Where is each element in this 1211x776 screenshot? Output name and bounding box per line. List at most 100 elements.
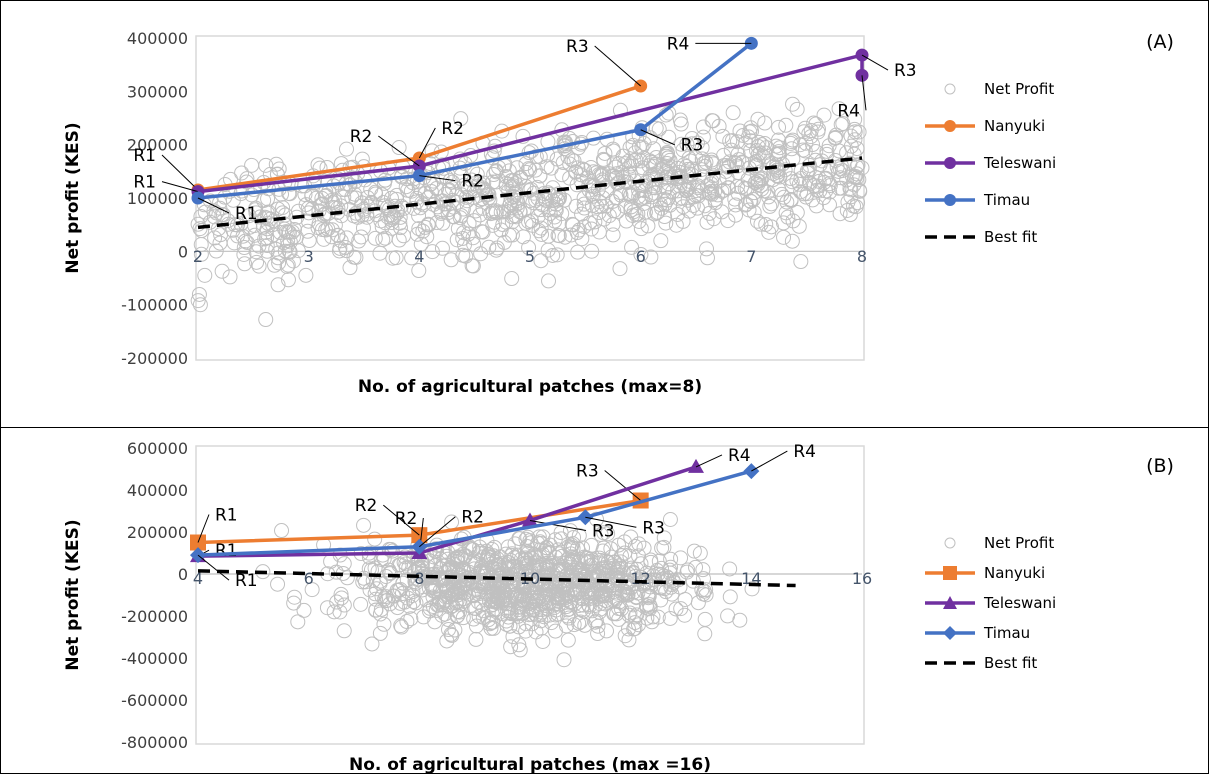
scatter-point [348, 190, 364, 206]
scatter-point [443, 252, 459, 268]
scatter-point [753, 216, 769, 232]
scatter-point [556, 652, 572, 668]
point-annotation: R4 [837, 101, 860, 121]
scatter-point [396, 228, 412, 244]
scatter-point [375, 232, 391, 248]
scatter-point [576, 190, 592, 206]
scatter-point [209, 205, 225, 221]
scatter-point [634, 190, 650, 206]
scatter-point [488, 174, 504, 190]
scatter-point [742, 143, 758, 159]
scatter-point [805, 192, 821, 208]
scatter-point [636, 583, 652, 599]
scatter-point [333, 208, 349, 224]
scatter-point [738, 196, 754, 212]
scatter-point [591, 224, 607, 240]
scatter-point [398, 560, 414, 576]
scatter-point [594, 168, 610, 184]
scatter-point [304, 582, 320, 598]
scatter-point [251, 258, 267, 274]
scatter-point [460, 181, 476, 197]
scatter-point [846, 146, 862, 162]
scatter-point [192, 221, 208, 237]
scatter-point [518, 561, 534, 577]
scatter-point [611, 175, 627, 191]
scatter-point [564, 565, 580, 581]
legend-item: Best fit [925, 228, 1037, 246]
scatter-point [444, 514, 460, 530]
scatter-point [590, 626, 606, 642]
point-annotation: R4 [728, 446, 751, 466]
scatter-point [484, 541, 500, 557]
scatter-point [572, 614, 588, 630]
point-annotation: R4 [667, 34, 690, 54]
scatter-point [438, 589, 454, 605]
scatter-point [793, 184, 809, 200]
series-teleswani: R1 R2 R3 R4 [133, 48, 917, 199]
scatter-point [636, 540, 652, 556]
scatter-point [465, 258, 481, 274]
scatter-point [368, 591, 384, 607]
scatter-point [750, 173, 766, 189]
scatter-point [591, 205, 607, 221]
scatter-point [374, 588, 390, 604]
scatter-point [645, 167, 661, 183]
scatter-point [720, 213, 736, 229]
scatter-point [546, 567, 562, 583]
scatter-point [808, 152, 824, 168]
scatter-point [757, 115, 773, 131]
scatter-point [193, 246, 209, 262]
annotation-leader [161, 181, 199, 193]
scatter-point [506, 189, 522, 205]
scatter-point [464, 172, 480, 188]
scatter-point [611, 156, 627, 172]
scatter-point [585, 186, 601, 202]
scatter-point [662, 161, 678, 177]
scatter-point [369, 581, 385, 597]
scatter-point [334, 590, 350, 606]
scatter-point [271, 255, 287, 271]
scatter-point [680, 192, 696, 208]
scatter-point [501, 582, 517, 598]
scatter-point [311, 203, 327, 219]
legend-label: Best fit [984, 228, 1037, 246]
scatter-point [425, 599, 441, 615]
legend-marker [944, 120, 956, 132]
legend-item: Net Profit [944, 534, 1054, 552]
scatter-point [596, 152, 612, 168]
scatter-point [424, 569, 440, 585]
scatter-point [251, 238, 267, 254]
annotation-leader [197, 514, 210, 543]
scatter-point [551, 228, 567, 244]
scatter-point [399, 614, 415, 630]
scatter-point [442, 599, 458, 615]
scatter-point [351, 233, 367, 249]
legend-marker [944, 194, 956, 206]
scatter-point [659, 144, 675, 160]
scatter-point [819, 143, 835, 159]
annotation-leader [594, 45, 641, 87]
scatter-point [576, 549, 592, 565]
scatter-point [545, 598, 561, 614]
scatter-point [510, 602, 526, 618]
scatter-point [816, 107, 832, 123]
scatter-point [191, 286, 207, 302]
panel-divider [0, 427, 1209, 428]
scatter-point [270, 576, 286, 592]
annotation-leader [751, 450, 788, 472]
scatter-point [515, 128, 531, 144]
legend-item: Net Profit [944, 80, 1054, 98]
scatter-point [563, 227, 579, 243]
scatter-point [725, 105, 741, 121]
scatter-point [776, 229, 792, 245]
scatter-point [378, 589, 394, 605]
scatter-point [574, 206, 590, 222]
scatter-point [192, 297, 208, 313]
scatter-point [735, 127, 751, 143]
scatter-point [722, 561, 738, 577]
scatter-point [850, 157, 866, 173]
annotation-leader [161, 154, 199, 191]
scatter-point [761, 224, 777, 240]
x-tick-label: 4 [414, 247, 424, 266]
legend-item: Timau [925, 191, 1030, 209]
